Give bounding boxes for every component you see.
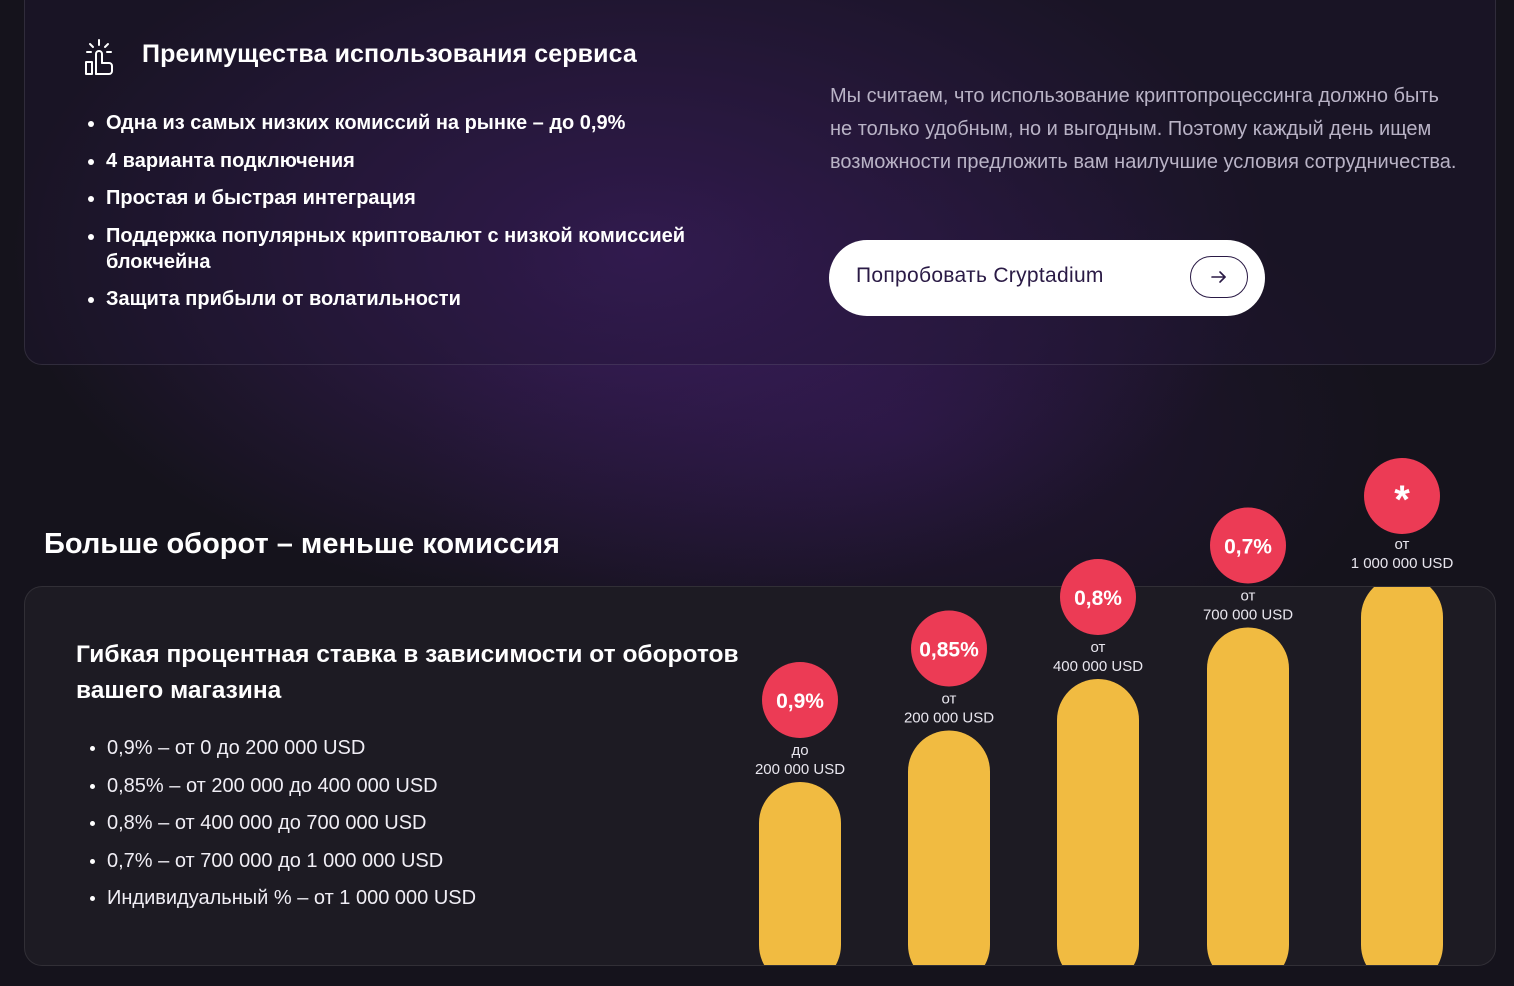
turnover-card: Гибкая процентная ставка в зависимости о…: [24, 586, 1496, 966]
hand-pointer-icon: [82, 38, 116, 78]
try-cryptadium-button[interactable]: Попробовать Cryptadium: [829, 240, 1265, 316]
list-item: Индивидуальный % – от 1 000 000 USD: [87, 885, 687, 911]
list-item: 0,85% – от 200 000 до 400 000 USD: [87, 773, 687, 799]
advantages-list: Одна из самых низких комиссий на рынке –…: [86, 110, 766, 324]
list-item: 0,9% – от 0 до 200 000 USD: [87, 735, 687, 761]
rate-badge-label: *: [1394, 478, 1410, 522]
list-item: Простая и быстрая интеграция: [86, 185, 766, 211]
bar-caption-prefix: от: [1395, 536, 1410, 553]
list-item: Защита прибыли от волатильности: [86, 286, 766, 312]
list-item: 0,8% – от 400 000 до 700 000 USD: [87, 810, 687, 836]
rate-badge: [1364, 458, 1440, 534]
try-cryptadium-label: Попробовать Cryptadium: [856, 264, 1104, 287]
list-item: 4 варианта подключения: [86, 148, 766, 174]
bar-caption-amount: 1 000 000 USD: [1351, 555, 1454, 572]
advantages-title: Преимущества использования сервиса: [142, 40, 637, 68]
arrow-right-icon[interactable]: [1190, 256, 1248, 298]
advantages-description: Мы считаем, что использование криптопроц…: [830, 85, 1457, 173]
rate-list: 0,9% – от 0 до 200 000 USD 0,85% – от 20…: [87, 735, 687, 923]
list-item: Одна из самых низких комиссий на рынке –…: [86, 110, 766, 136]
turnover-section-title: Больше оборот – меньше комиссия: [44, 528, 560, 560]
rate-badge-label: 0,7%: [1224, 536, 1272, 559]
list-item: Поддержка популярных криптовалют с низко…: [86, 223, 766, 275]
list-item: 0,7% – от 700 000 до 1 000 000 USD: [87, 848, 687, 874]
rate-card-title: Гибкая процентная ставка в зависимости о…: [76, 641, 739, 704]
rate-badge: [1210, 507, 1286, 584]
